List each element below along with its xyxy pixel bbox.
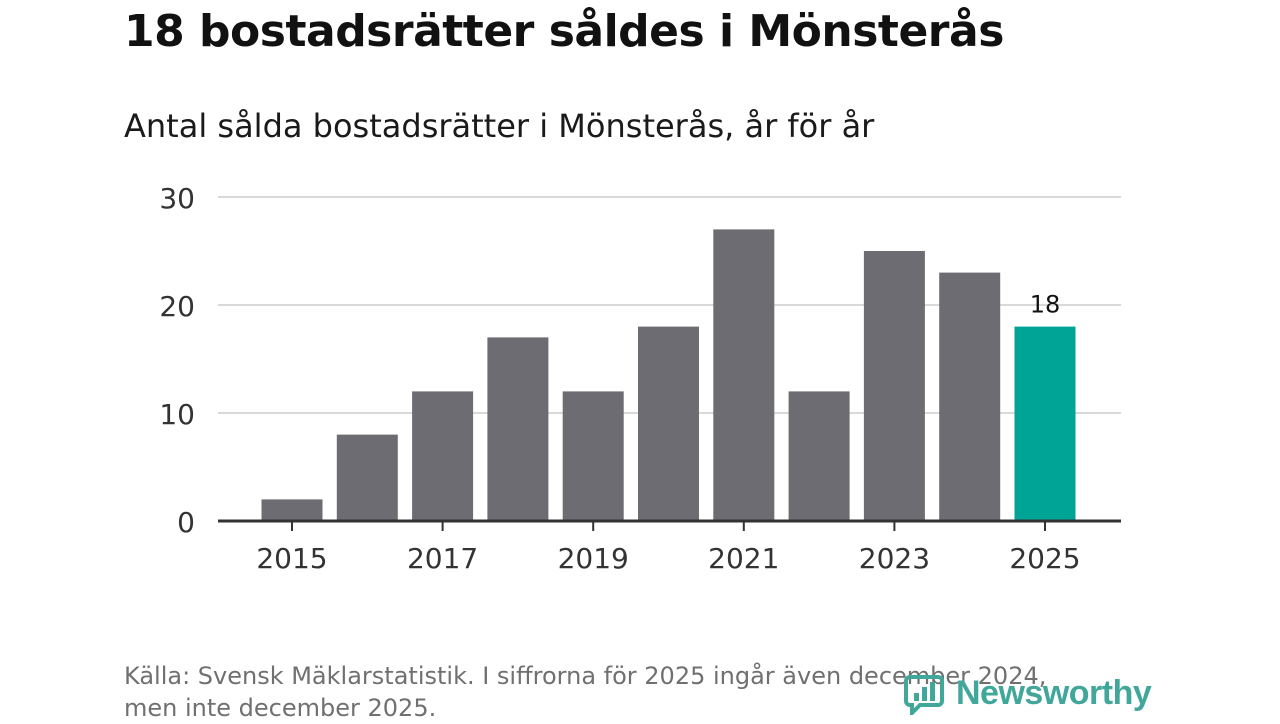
chart-title: 18 bostadsrätter såldes i Mönsterås	[124, 6, 1004, 57]
x-tick-label: 2025	[1009, 542, 1080, 575]
logo-icon	[904, 675, 944, 715]
bar-2018	[487, 337, 549, 521]
bar-2019	[562, 391, 624, 521]
data-label: 18	[1030, 291, 1061, 319]
bar-2024	[939, 272, 1001, 521]
x-tick-label: 2023	[859, 542, 930, 575]
y-tick-label: 30	[159, 182, 195, 215]
bar-chart: 0 10 20 30 2015 2017 2019 2021 2023 2025 18	[159, 182, 1121, 575]
logo-text: Newsworthy	[956, 673, 1152, 712]
source-line-2: men inte december 2025.	[124, 694, 437, 722]
bar-2023	[863, 251, 925, 521]
y-tick-label: 20	[159, 290, 195, 323]
x-tick-label: 2021	[708, 542, 779, 575]
newsworthy-logo: Newsworthy	[904, 668, 1152, 718]
x-axis: 2015 2017 2019 2021 2023 2025	[218, 519, 1121, 575]
y-axis-labels: 0 10 20 30	[159, 182, 195, 539]
bar-2022	[788, 391, 850, 521]
bar-2020	[638, 326, 699, 521]
source-note: Källa: Svensk Mäklarstatistik. I siffror…	[124, 660, 1124, 724]
data-labels: 18	[1030, 291, 1061, 319]
bars	[261, 229, 1076, 521]
source-line-1: Källa: Svensk Mäklarstatistik. I siffror…	[124, 662, 1047, 690]
x-tick-label: 2017	[407, 542, 478, 575]
bar-2017	[412, 391, 474, 521]
x-tick-label: 2015	[256, 542, 327, 575]
bar-2021	[713, 229, 775, 521]
y-tick-label: 0	[177, 506, 195, 539]
bar-2025	[1014, 326, 1076, 521]
chart-subtitle: Antal sålda bostadsrätter i Mönsterås, å…	[124, 107, 875, 145]
bar-2015	[261, 499, 323, 521]
y-tick-label: 10	[159, 398, 195, 431]
bar-2016	[336, 434, 398, 521]
x-tick-label: 2019	[558, 542, 629, 575]
